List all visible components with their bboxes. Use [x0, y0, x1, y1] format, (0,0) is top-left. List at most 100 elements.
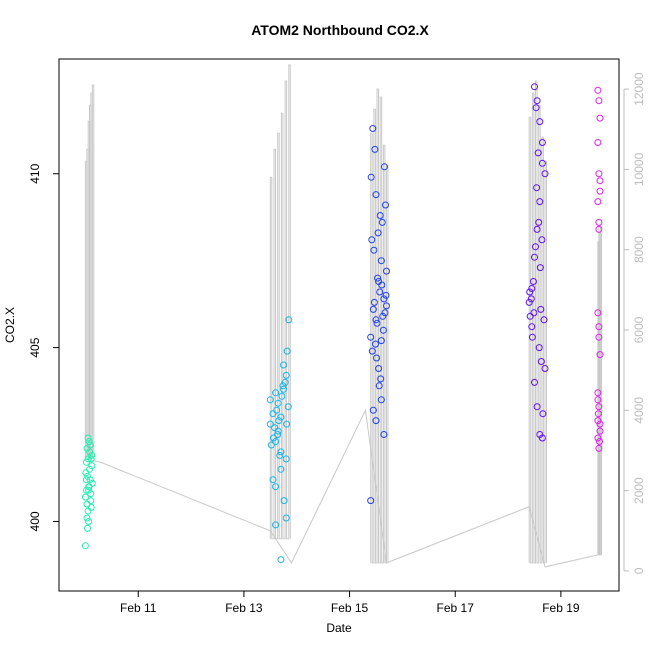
data-point [81, 493, 89, 501]
y2-tick-label: 12000 [632, 72, 646, 106]
data-point [533, 97, 541, 105]
data-point [373, 319, 381, 327]
secondary-spike-group [528, 80, 547, 564]
data-point [595, 225, 603, 233]
secondary-series-line [85, 408, 599, 568]
data-point [380, 163, 388, 171]
data-point [84, 507, 92, 515]
x-tick-label: Feb 13 [225, 601, 263, 615]
secondary-series-lines [84, 64, 602, 568]
data-point [84, 434, 92, 442]
y2-tick-label: 4000 [632, 397, 646, 424]
data-point [277, 465, 285, 473]
data-point [533, 225, 541, 233]
data-point [269, 476, 277, 484]
y-axis-label: CO2.X [3, 307, 17, 343]
x-tick-label: Feb 15 [331, 601, 369, 615]
data-point [595, 97, 603, 105]
data-point [283, 347, 291, 355]
chart-title: ATOM2 Northbound CO2.X [251, 22, 429, 38]
data-point [596, 114, 604, 122]
data-point [272, 438, 280, 445]
data-point [88, 451, 96, 459]
data-point [83, 476, 90, 484]
data-point [266, 420, 274, 428]
data-point [528, 333, 536, 341]
data-point [380, 431, 388, 438]
data-point [376, 288, 384, 296]
data-point [273, 406, 281, 414]
data-point [369, 305, 377, 313]
data-point [536, 198, 544, 206]
data-point [596, 351, 604, 359]
x-tick-label: Feb 19 [542, 601, 580, 615]
data-point [277, 556, 285, 564]
data-point [82, 469, 90, 477]
data-point [538, 434, 546, 442]
data-point [370, 298, 378, 306]
data-point [595, 333, 603, 341]
data-point [283, 420, 291, 428]
x-axis-label: Date [326, 621, 352, 635]
data-point [372, 417, 380, 425]
data-point [381, 309, 389, 317]
data-point [87, 455, 95, 463]
data-point [529, 278, 537, 285]
data-point [81, 542, 89, 550]
data-point [277, 413, 285, 421]
data-point [272, 521, 280, 529]
data-point [596, 187, 604, 195]
data-point [285, 316, 293, 324]
data-point [537, 358, 545, 365]
data-point [281, 378, 289, 386]
data-point [282, 371, 290, 379]
data-point [272, 389, 280, 397]
data-point [84, 524, 91, 532]
data-point [377, 396, 385, 404]
data-point [531, 83, 538, 91]
secondary-spike-group [84, 84, 95, 459]
x-tick-label: Feb 11 [120, 601, 157, 615]
data-point [85, 486, 93, 494]
data-point [87, 490, 95, 498]
data-point [377, 337, 385, 345]
data-point [382, 291, 390, 299]
data-point [85, 483, 93, 491]
data-point [271, 424, 278, 432]
data-point [86, 476, 94, 484]
data-point [367, 497, 375, 505]
data-point [530, 309, 538, 317]
data-point [596, 420, 604, 428]
data-point [280, 497, 288, 505]
data-point [380, 295, 388, 303]
y2-tick-label: 8000 [632, 236, 646, 263]
data-point [594, 417, 602, 425]
data-point [267, 441, 275, 449]
data-point [528, 285, 536, 292]
data-point [525, 298, 533, 306]
data-point [595, 218, 603, 226]
data-point [594, 410, 602, 418]
data-point [375, 382, 383, 390]
data-point [372, 191, 380, 199]
data-point [86, 465, 94, 473]
data-point [375, 365, 383, 372]
secondary-spike-group [269, 64, 291, 540]
data-point [596, 177, 604, 185]
data-point [85, 518, 93, 525]
data-point [526, 312, 534, 320]
data-point [528, 323, 536, 331]
data-point [532, 243, 539, 251]
secondary-spike-group [370, 88, 389, 564]
data-point [539, 410, 547, 418]
x-tick-label: Feb 17 [437, 601, 475, 615]
data-point [538, 236, 546, 244]
y-tick-label: 405 [28, 337, 42, 357]
data-point [370, 246, 378, 254]
data-point [88, 479, 96, 487]
data-point [377, 375, 385, 383]
data-point [280, 361, 287, 369]
data-point [532, 104, 540, 112]
data-point [531, 378, 538, 386]
